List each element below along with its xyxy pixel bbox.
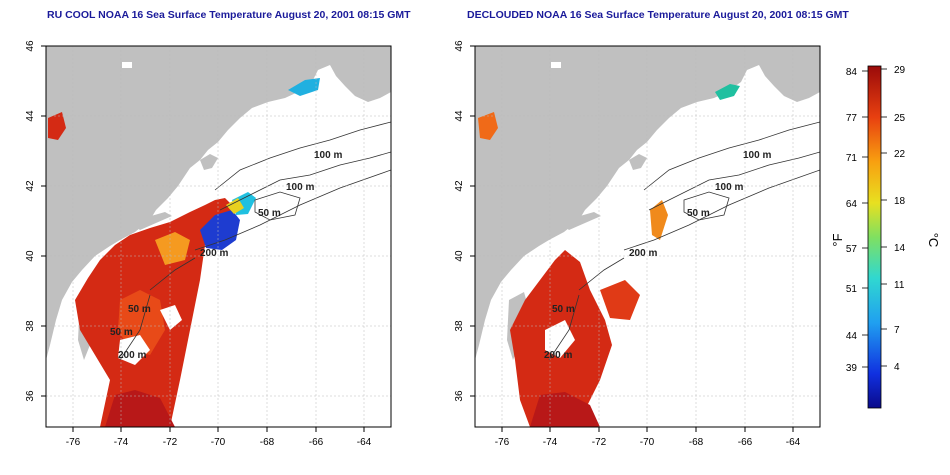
colorbar-c-tick: 25 (894, 113, 906, 124)
left-map-sst-cloud-gap (118, 335, 150, 365)
right-map-x-tick: -72 (592, 437, 607, 448)
left-map: 100 m 100 m 50 m 200 m 50 m 200 m 50 m -… (25, 40, 392, 448)
left-map-sst-cloud-gap-2 (160, 305, 182, 330)
right-map-y-tick: 40 (454, 250, 465, 262)
colorbar-f-tick: 51 (846, 284, 858, 295)
left-map-y-tick: 44 (25, 110, 36, 122)
colorbar-f-tick: 44 (846, 331, 858, 342)
colorbar-f-tick: 84 (846, 67, 858, 78)
right-map-y-tick: 36 (454, 390, 465, 402)
right-map-sst-warm-patch-2 (600, 280, 640, 320)
right-map: 100 m 100 m 50 m 200 m 50 m 200 m -76 -7… (454, 40, 821, 448)
left-map-cape-cod (200, 154, 218, 170)
right-map-grid (475, 46, 820, 427)
colorbar-c-tick: 4 (894, 362, 900, 373)
right-map-y-tick: 44 (454, 110, 465, 122)
right-map-x-tick: -68 (689, 437, 704, 448)
right-map-contour-label-3: 50 m (687, 208, 710, 219)
right-map-sst-south-patch (530, 392, 600, 427)
left-map-contour-label-4: 200 m (200, 248, 228, 259)
left-map-contour-label-2: 100 m (286, 182, 314, 193)
right-map-contour-label-1: 100 m (743, 150, 771, 161)
right-map-land (475, 46, 820, 360)
right-map-x-tick: -64 (786, 437, 801, 448)
right-map-sst-orange-patch (650, 200, 668, 240)
colorbar-f-tick: 77 (846, 113, 858, 124)
left-map-x-tick: -70 (211, 437, 226, 448)
right-map-x-tick: -74 (543, 437, 558, 448)
left-map-grid (46, 46, 391, 427)
colorbar: 84 77 71 64 57 51 44 39 29 25 22 18 14 1… (830, 65, 941, 409)
colorbar-f-tick: 39 (846, 363, 858, 374)
colorbar-c-tick: 18 (894, 196, 906, 207)
right-map-sst-north-patch (478, 112, 498, 140)
left-map-x-tick: -72 (163, 437, 178, 448)
left-map-sst-gulf-maine (288, 78, 320, 96)
right-map-x-tick: -70 (640, 437, 655, 448)
right-map-long-island (559, 212, 601, 230)
left-map-y-tick: 42 (25, 180, 36, 192)
left-map-sst-yellow-patch (226, 198, 244, 214)
right-map-nova-scotia (759, 55, 820, 102)
colorbar-c-tick: 29 (894, 65, 906, 76)
left-map-contour-label-7: 50 m (110, 327, 133, 338)
left-map-sst-south-patch (105, 390, 175, 427)
right-map-contour-label-5: 50 m (552, 304, 575, 315)
right-map-y-tick: 42 (454, 180, 465, 192)
left-map-long-island (130, 212, 172, 230)
right-map-y-tick: 46 (454, 40, 465, 52)
left-map-y-tick: 40 (25, 250, 36, 262)
left-map-land (46, 46, 391, 360)
right-map-sst-gap (545, 320, 575, 358)
right-map-y-tick: 38 (454, 320, 465, 332)
left-map-y-tick: 46 (25, 40, 36, 52)
right-map-contour-label-6: 200 m (544, 350, 572, 361)
colorbar-fahrenheit-label: °F (830, 233, 845, 246)
left-map-sst-cold-patch (200, 210, 240, 250)
left-map-contour-label-3: 50 m (258, 208, 281, 219)
left-map-nova-scotia (330, 55, 391, 102)
left-map-title: RU COOL NOAA 16 Sea Surface Temperature … (47, 9, 411, 21)
right-map-cape-cod (629, 154, 647, 170)
left-map-y-tick: 36 (25, 390, 36, 402)
right-map-contour-label-4: 200 m (629, 248, 657, 259)
colorbar-c-tick: 11 (894, 280, 905, 291)
right-map-title: DECLOUDED NOAA 16 Sea Surface Temperatur… (467, 9, 849, 21)
right-map-contour-label-2: 100 m (715, 182, 743, 193)
colorbar-gradient (867, 65, 882, 409)
left-map-lake (122, 62, 132, 68)
left-map-x-tick: -68 (260, 437, 275, 448)
left-map-contours (119, 121, 391, 361)
colorbar-c-tick: 14 (894, 243, 906, 254)
right-map-x-tick: -76 (495, 437, 510, 448)
colorbar-c-tick: 22 (894, 149, 906, 160)
left-map-contour-label-6: 200 m (118, 350, 146, 361)
left-map-sst-orange-patch (155, 232, 190, 265)
right-map-contours (548, 121, 820, 361)
left-map-contour-label-5: 50 m (128, 304, 151, 315)
right-map-sst-gulf-maine (715, 84, 740, 100)
right-map-x-tick: -66 (738, 437, 753, 448)
left-map-x-tick: -64 (357, 437, 372, 448)
left-map-x-tick: -76 (66, 437, 81, 448)
left-map-y-tick: 38 (25, 320, 36, 332)
colorbar-f-tick: 71 (846, 153, 858, 164)
left-map-contour-label-1: 100 m (314, 150, 342, 161)
colorbar-f-tick: 64 (846, 199, 858, 210)
colorbar-f-tick: 57 (846, 244, 858, 255)
left-map-sst-north-patch (48, 112, 66, 140)
left-map-x-tick: -66 (309, 437, 324, 448)
colorbar-c-tick: 7 (894, 325, 900, 336)
left-map-x-tick: -74 (114, 437, 129, 448)
colorbar-celsius-label: °C (926, 233, 941, 248)
right-map-lake (551, 62, 561, 68)
